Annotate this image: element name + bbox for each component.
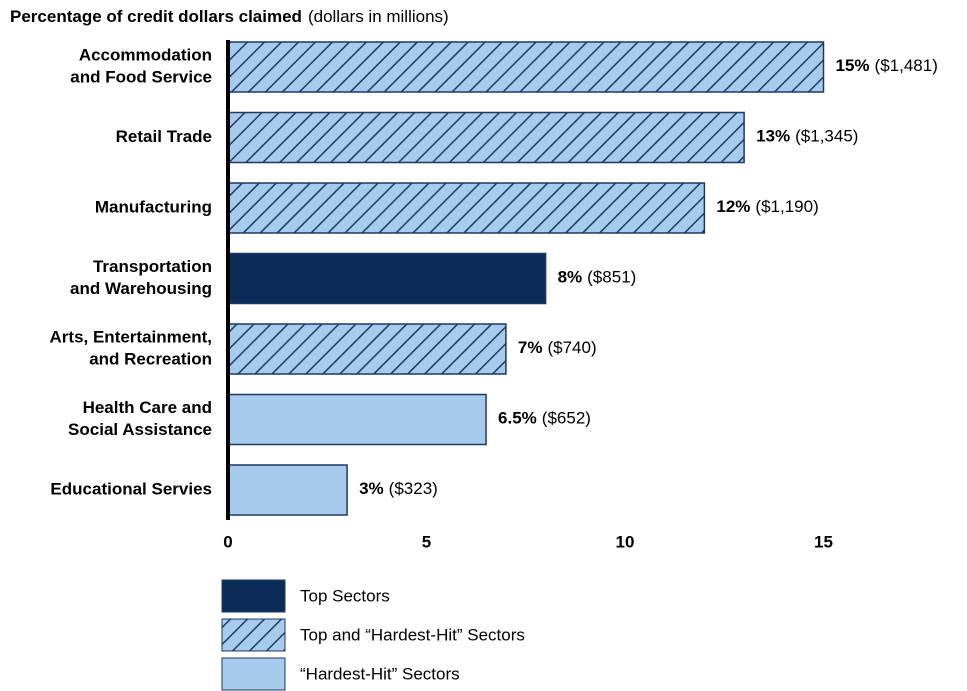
legend-label: “Hardest-Hit” Sectors bbox=[300, 664, 460, 683]
value-dollars: ($740) bbox=[547, 338, 596, 357]
x-tick-label: 0 bbox=[223, 532, 232, 551]
value-dollars: ($323) bbox=[389, 479, 438, 498]
value-label: 3% ($323) bbox=[359, 479, 438, 498]
value-percent: 3% bbox=[359, 479, 384, 498]
value-percent: 15% bbox=[836, 56, 870, 75]
bar bbox=[227, 41, 825, 93]
value-dollars: ($1,345) bbox=[795, 127, 858, 146]
category-label: Accommodation bbox=[79, 45, 212, 64]
category-label: Retail Trade bbox=[116, 127, 212, 146]
bar bbox=[227, 252, 547, 305]
category-label: and Food Service bbox=[70, 67, 212, 86]
value-percent: 13% bbox=[756, 127, 790, 146]
value-percent: 12% bbox=[716, 197, 750, 216]
bar bbox=[227, 111, 745, 164]
category-label: Arts, Entertainment, bbox=[50, 327, 212, 346]
value-dollars: ($851) bbox=[587, 268, 636, 287]
x-tick-label: 10 bbox=[616, 532, 635, 551]
category-label: and Warehousing bbox=[70, 279, 212, 298]
value-label: 8% ($851) bbox=[558, 268, 637, 287]
value-label: 15% ($1,481) bbox=[836, 56, 938, 75]
bar bbox=[227, 393, 487, 446]
value-label: 7% ($740) bbox=[518, 338, 597, 357]
value-dollars: ($652) bbox=[542, 409, 591, 428]
x-tick-label: 5 bbox=[422, 532, 431, 551]
value-label: 13% ($1,345) bbox=[756, 127, 858, 146]
category-label: Educational Servies bbox=[50, 479, 212, 498]
bar bbox=[227, 182, 706, 234]
category-label: and Recreation bbox=[89, 349, 212, 368]
category-label: Social Assistance bbox=[68, 420, 212, 439]
value-label: 12% ($1,190) bbox=[716, 197, 818, 216]
value-label: 6.5% ($652) bbox=[498, 409, 591, 428]
value-percent: 8% bbox=[558, 268, 583, 287]
bar bbox=[227, 323, 507, 375]
value-percent: 6.5% bbox=[498, 409, 537, 428]
x-tick-label: 15 bbox=[814, 532, 833, 551]
legend-label: Top Sectors bbox=[300, 586, 390, 605]
legend-swatch bbox=[221, 618, 286, 652]
value-dollars: ($1,190) bbox=[755, 197, 818, 216]
chart-title: Percentage of credit dollars claimed bbox=[10, 7, 302, 26]
value-percent: 7% bbox=[518, 338, 543, 357]
legend-swatch bbox=[221, 579, 286, 613]
value-dollars: ($1,481) bbox=[875, 56, 938, 75]
chart-title-group: Percentage of credit dollars claimed (dol… bbox=[10, 7, 449, 26]
category-label: Manufacturing bbox=[95, 197, 212, 216]
bar bbox=[227, 464, 348, 516]
category-label: Transportation bbox=[93, 257, 212, 276]
chart-subtitle: (dollars in millions) bbox=[308, 7, 449, 26]
legend-label: Top and “Hardest-Hit” Sectors bbox=[300, 625, 525, 644]
legend-swatch bbox=[221, 657, 286, 691]
category-label: Health Care and bbox=[83, 398, 212, 417]
